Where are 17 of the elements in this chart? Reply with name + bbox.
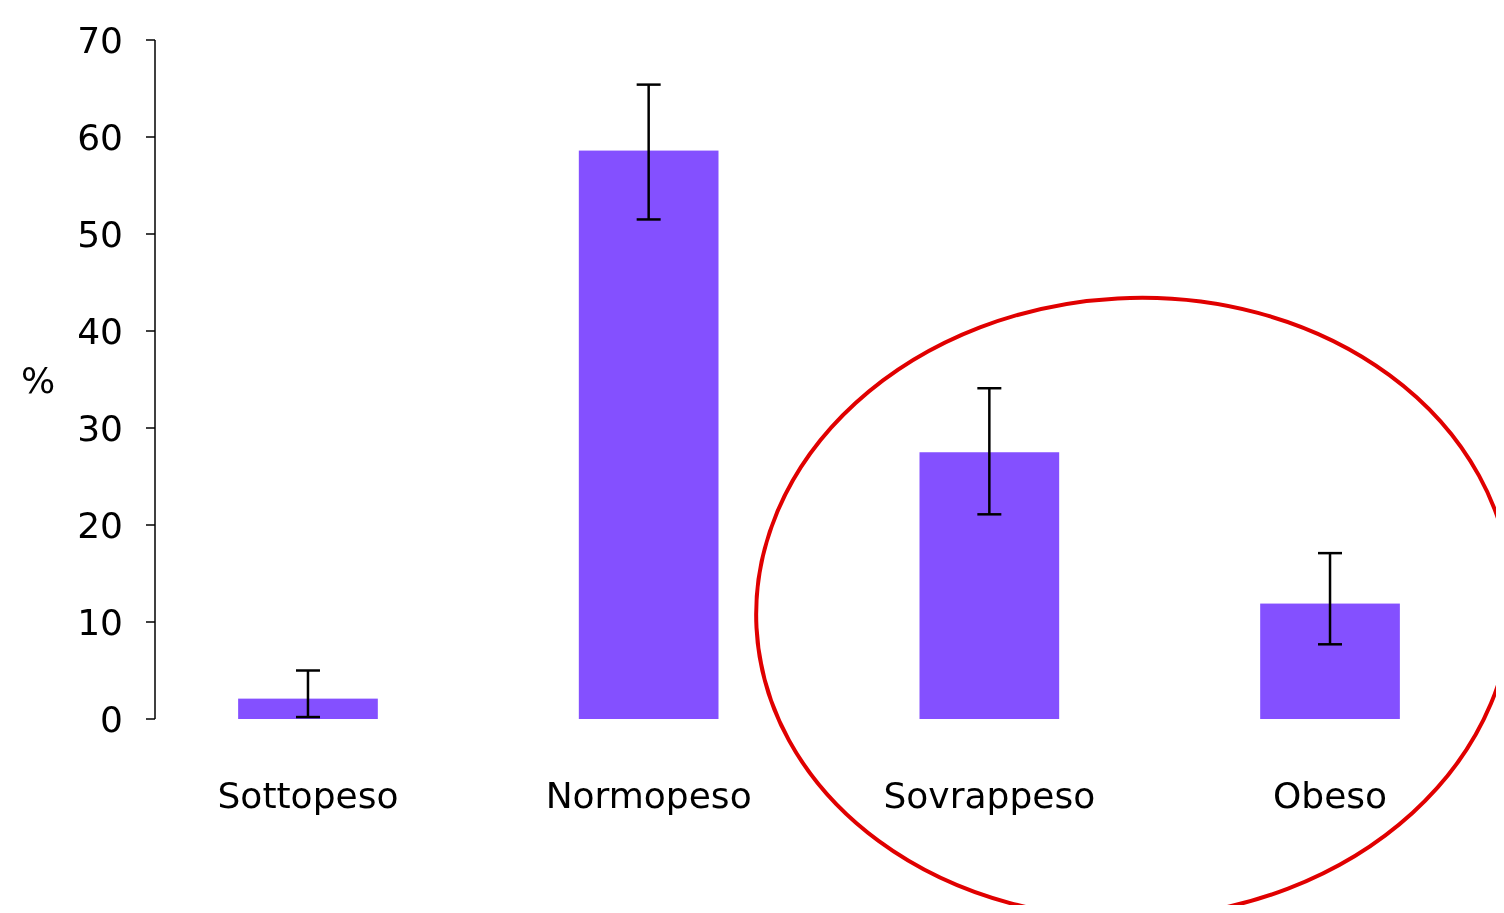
y-tick-label: 30 xyxy=(77,407,123,449)
y-tick-label: 40 xyxy=(77,310,123,352)
x-tick-label: Obeso xyxy=(1272,775,1388,816)
y-axis-title: % xyxy=(20,359,56,401)
y-tick-label: 60 xyxy=(77,116,123,158)
y-tick-label: 50 xyxy=(77,213,123,255)
x-tick-label: Normopeso xyxy=(545,775,752,816)
y-tick-label: 70 xyxy=(77,19,123,61)
bar xyxy=(238,698,378,719)
x-tick-label: Sottopeso xyxy=(217,775,399,816)
bar xyxy=(578,150,719,719)
bar xyxy=(919,452,1060,719)
x-tick-label: Sovrappeso xyxy=(883,775,1096,816)
y-tick-label: 20 xyxy=(77,504,123,546)
y-tick-label: 10 xyxy=(77,601,123,643)
y-tick-label: 0 xyxy=(100,698,123,740)
bar xyxy=(1260,603,1400,719)
